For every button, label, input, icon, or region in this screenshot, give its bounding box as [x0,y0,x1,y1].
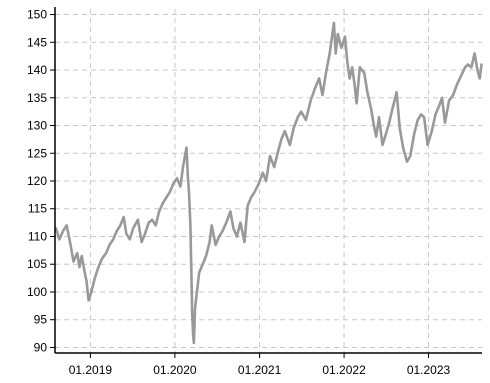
x-tick-label: 01.2020 [153,363,197,377]
x-tick-label: 01.2019 [69,363,113,377]
x-tick-label: 01.2023 [407,363,451,377]
x-axis-ticks: 01.2019 01.2020 01.2021 01.2022 01.2023 [69,353,451,377]
y-tick-label: 95 [34,313,48,327]
y-tick-label: 110 [28,229,47,243]
y-tick-label: 115 [28,202,47,216]
x-tick-label: 01.2021 [238,363,282,377]
y-tick-label: 150 [27,8,47,22]
series-layer [54,21,483,345]
grid [55,9,482,353]
x-tick-label: 01.2022 [322,363,366,377]
y-tick-label: 100 [27,285,47,299]
y-tick-label: 105 [27,257,47,271]
y-tick-label: 130 [27,119,47,133]
y-tick-label: 140 [27,63,47,77]
axes [54,7,482,354]
y-tick-label: 125 [27,146,47,160]
y-tick-label: 90 [34,340,48,354]
y-tick-label: 120 [27,174,47,188]
y-tick-label: 135 [27,91,47,105]
series-line [54,21,483,345]
y-tick-label: 145 [27,35,47,49]
y-axis-ticks: 90 95 100 105 110 115 120 125 130 135 140 145 150 [27,8,55,354]
